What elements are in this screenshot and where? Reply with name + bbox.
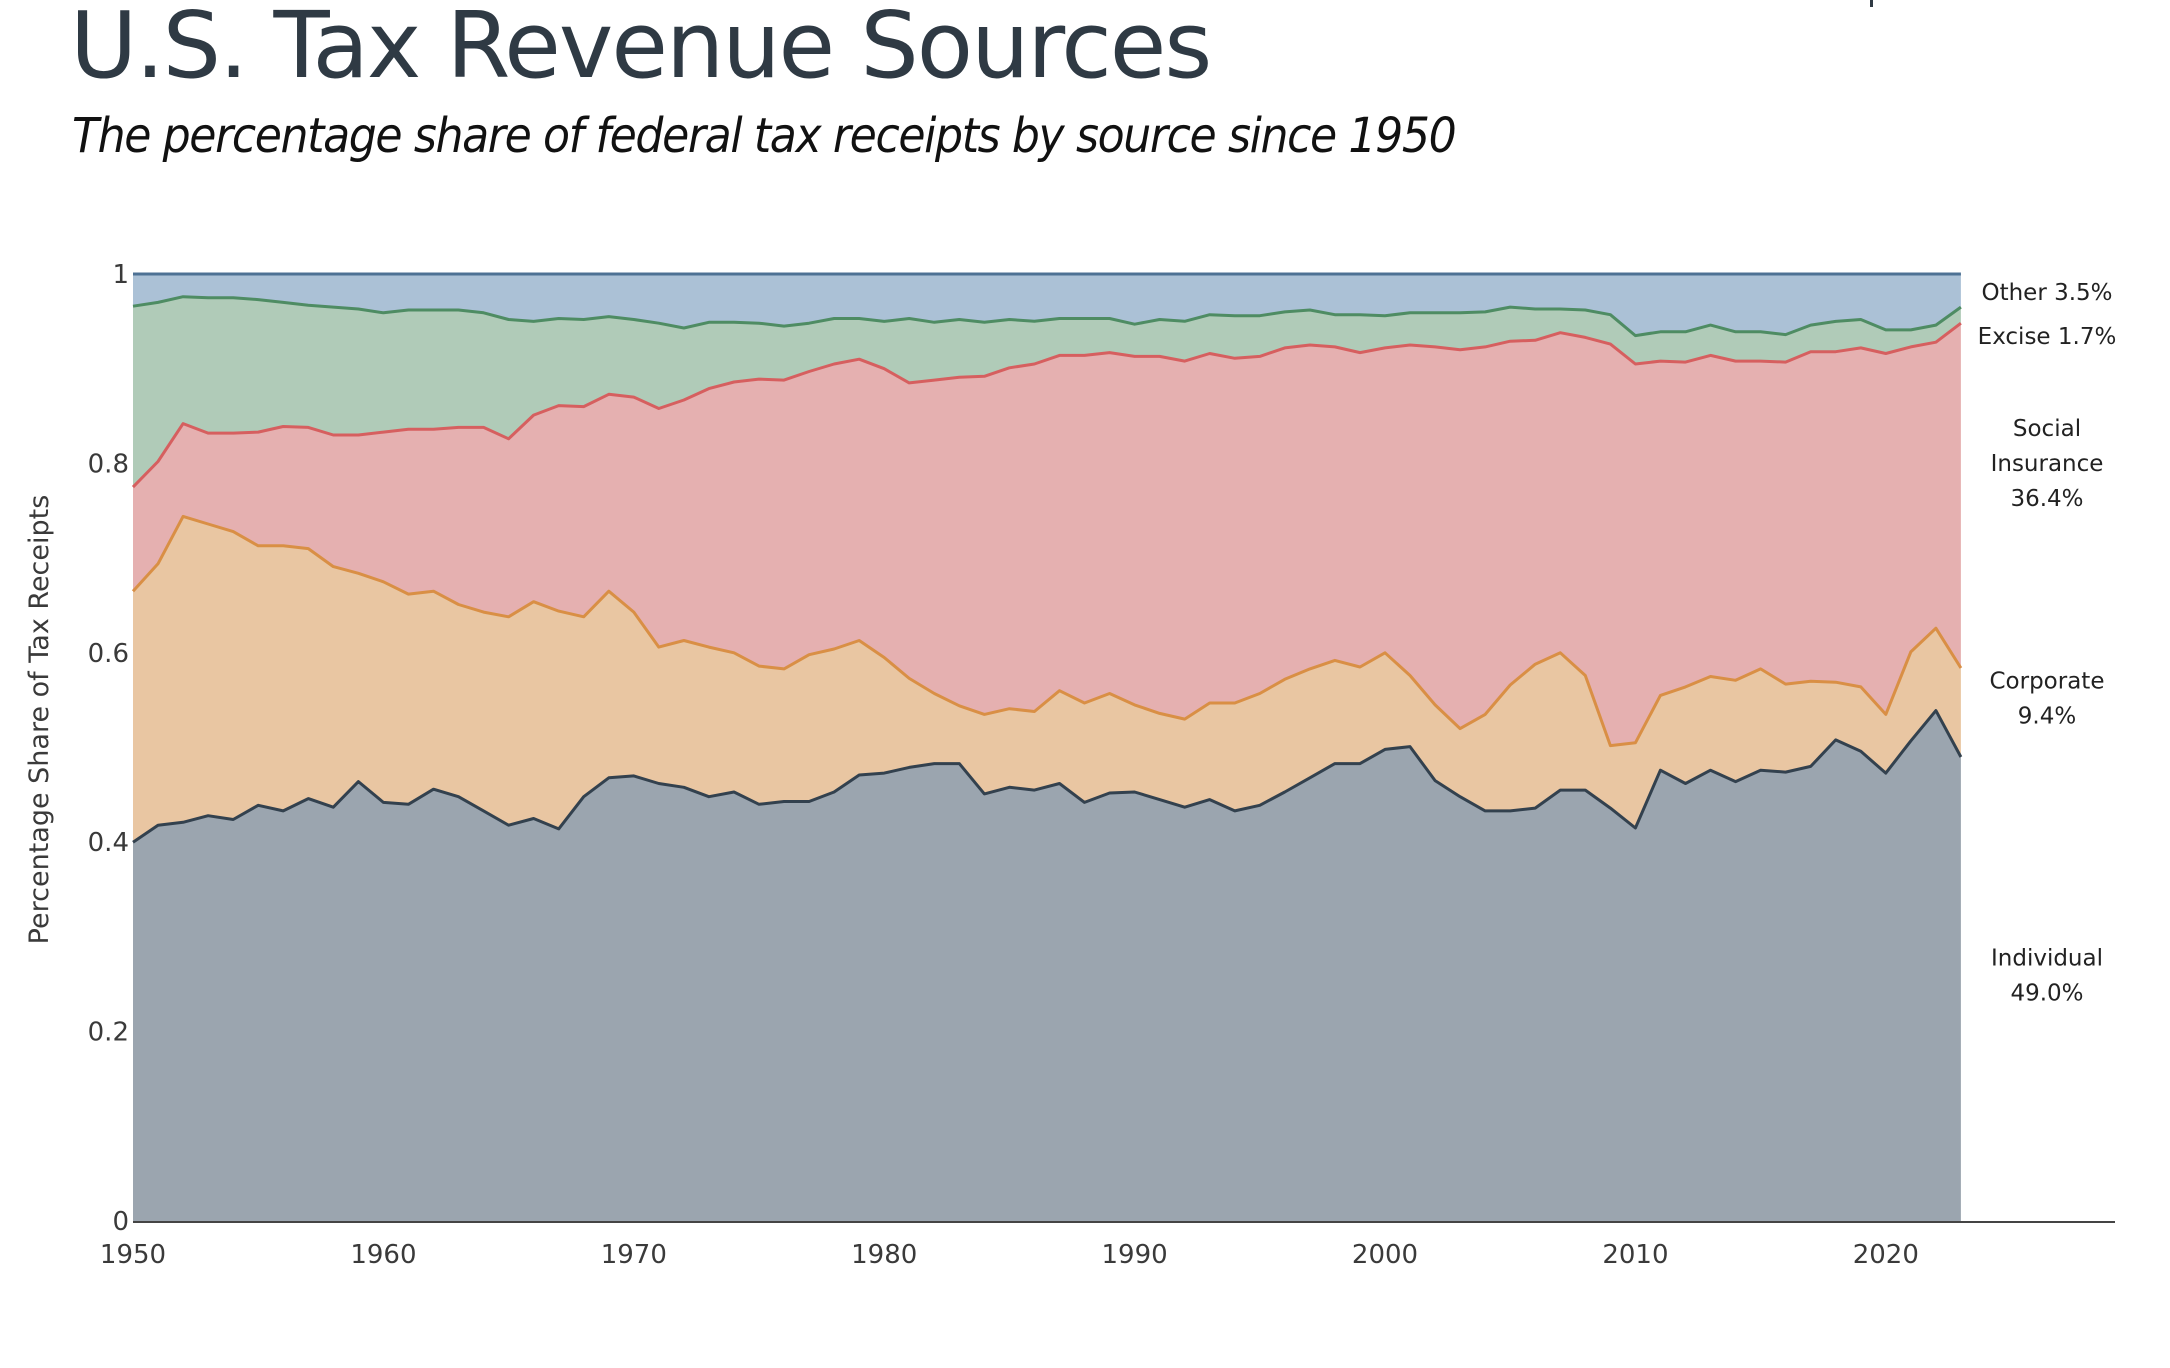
end-label-social-insurance: Social Insurance 36.4%	[1991, 416, 2104, 512]
y-tick-label: 0.6	[88, 639, 129, 669]
x-tick-label: 2010	[1602, 1240, 1668, 1270]
end-label-excise: Excise 1.7%	[1978, 324, 2117, 350]
line-social-insurance	[131, 322, 1962, 489]
end-label-individual: Individual 49.0%	[1991, 946, 2103, 1007]
end-label-text: Excise 1.7%	[1978, 324, 2117, 350]
line-individual	[132, 709, 1963, 844]
end-label-text: Other 3.5%	[1981, 280, 2112, 306]
x-tick-label: 1970	[601, 1240, 667, 1270]
area-other	[133, 274, 1961, 336]
area-corporate	[133, 516, 1961, 843]
end-label-other: Other 3.5%	[1981, 280, 2112, 306]
x-tick-label: 1990	[1102, 1240, 1168, 1270]
end-label-corporate: Corporate 9.4%	[1990, 669, 2105, 730]
y-tick-label: 0.2	[88, 1018, 129, 1048]
y-tick-label: 0.4	[88, 828, 129, 858]
line-excise	[132, 295, 1962, 338]
x-tick-label: 2020	[1853, 1240, 1919, 1270]
axes: 1950 1960 1970 1980 1990 2000 2010 2020 0 0.2 0.4 0…	[24, 260, 2115, 1270]
area-layers	[133, 274, 1961, 1221]
y-tick-label: 1	[112, 260, 129, 290]
end-label-text: Social	[2013, 416, 2081, 442]
chart-title: U.S. Tax Revenue Sources	[70, 0, 1212, 99]
chart-subtitle: The percentage share of federal tax rece…	[72, 108, 1457, 164]
x-tick-label: 1960	[350, 1240, 416, 1270]
corner-tick-mark	[1870, 0, 1873, 7]
boundary-lines	[131, 272, 1963, 844]
y-axis-title: Percentage Share of Tax Receipts	[24, 495, 55, 945]
end-label-text: Individual	[1991, 946, 2103, 972]
area-excise	[133, 296, 1961, 488]
end-label-text: 9.4%	[2018, 704, 2076, 730]
end-label-text: Corporate	[1990, 669, 2105, 695]
end-label-text: Insurance	[1991, 451, 2104, 477]
area-social-insurance	[133, 323, 1961, 746]
area-individual	[133, 710, 1961, 1221]
line-corporate	[131, 514, 1963, 748]
x-tick-label: 2000	[1352, 1240, 1418, 1270]
x-tick-label: 1950	[100, 1240, 166, 1270]
end-label-text: 49.0%	[2010, 981, 2083, 1007]
y-tick-label: 0	[112, 1207, 129, 1237]
y-tick-label: 0.8	[88, 449, 129, 479]
end-label-text: 36.4%	[2010, 486, 2083, 512]
series-end-labels: Individual 49.0% Corporate 9.4% Social Insura…	[1978, 280, 2117, 1007]
x-tick-label: 1980	[851, 1240, 917, 1270]
